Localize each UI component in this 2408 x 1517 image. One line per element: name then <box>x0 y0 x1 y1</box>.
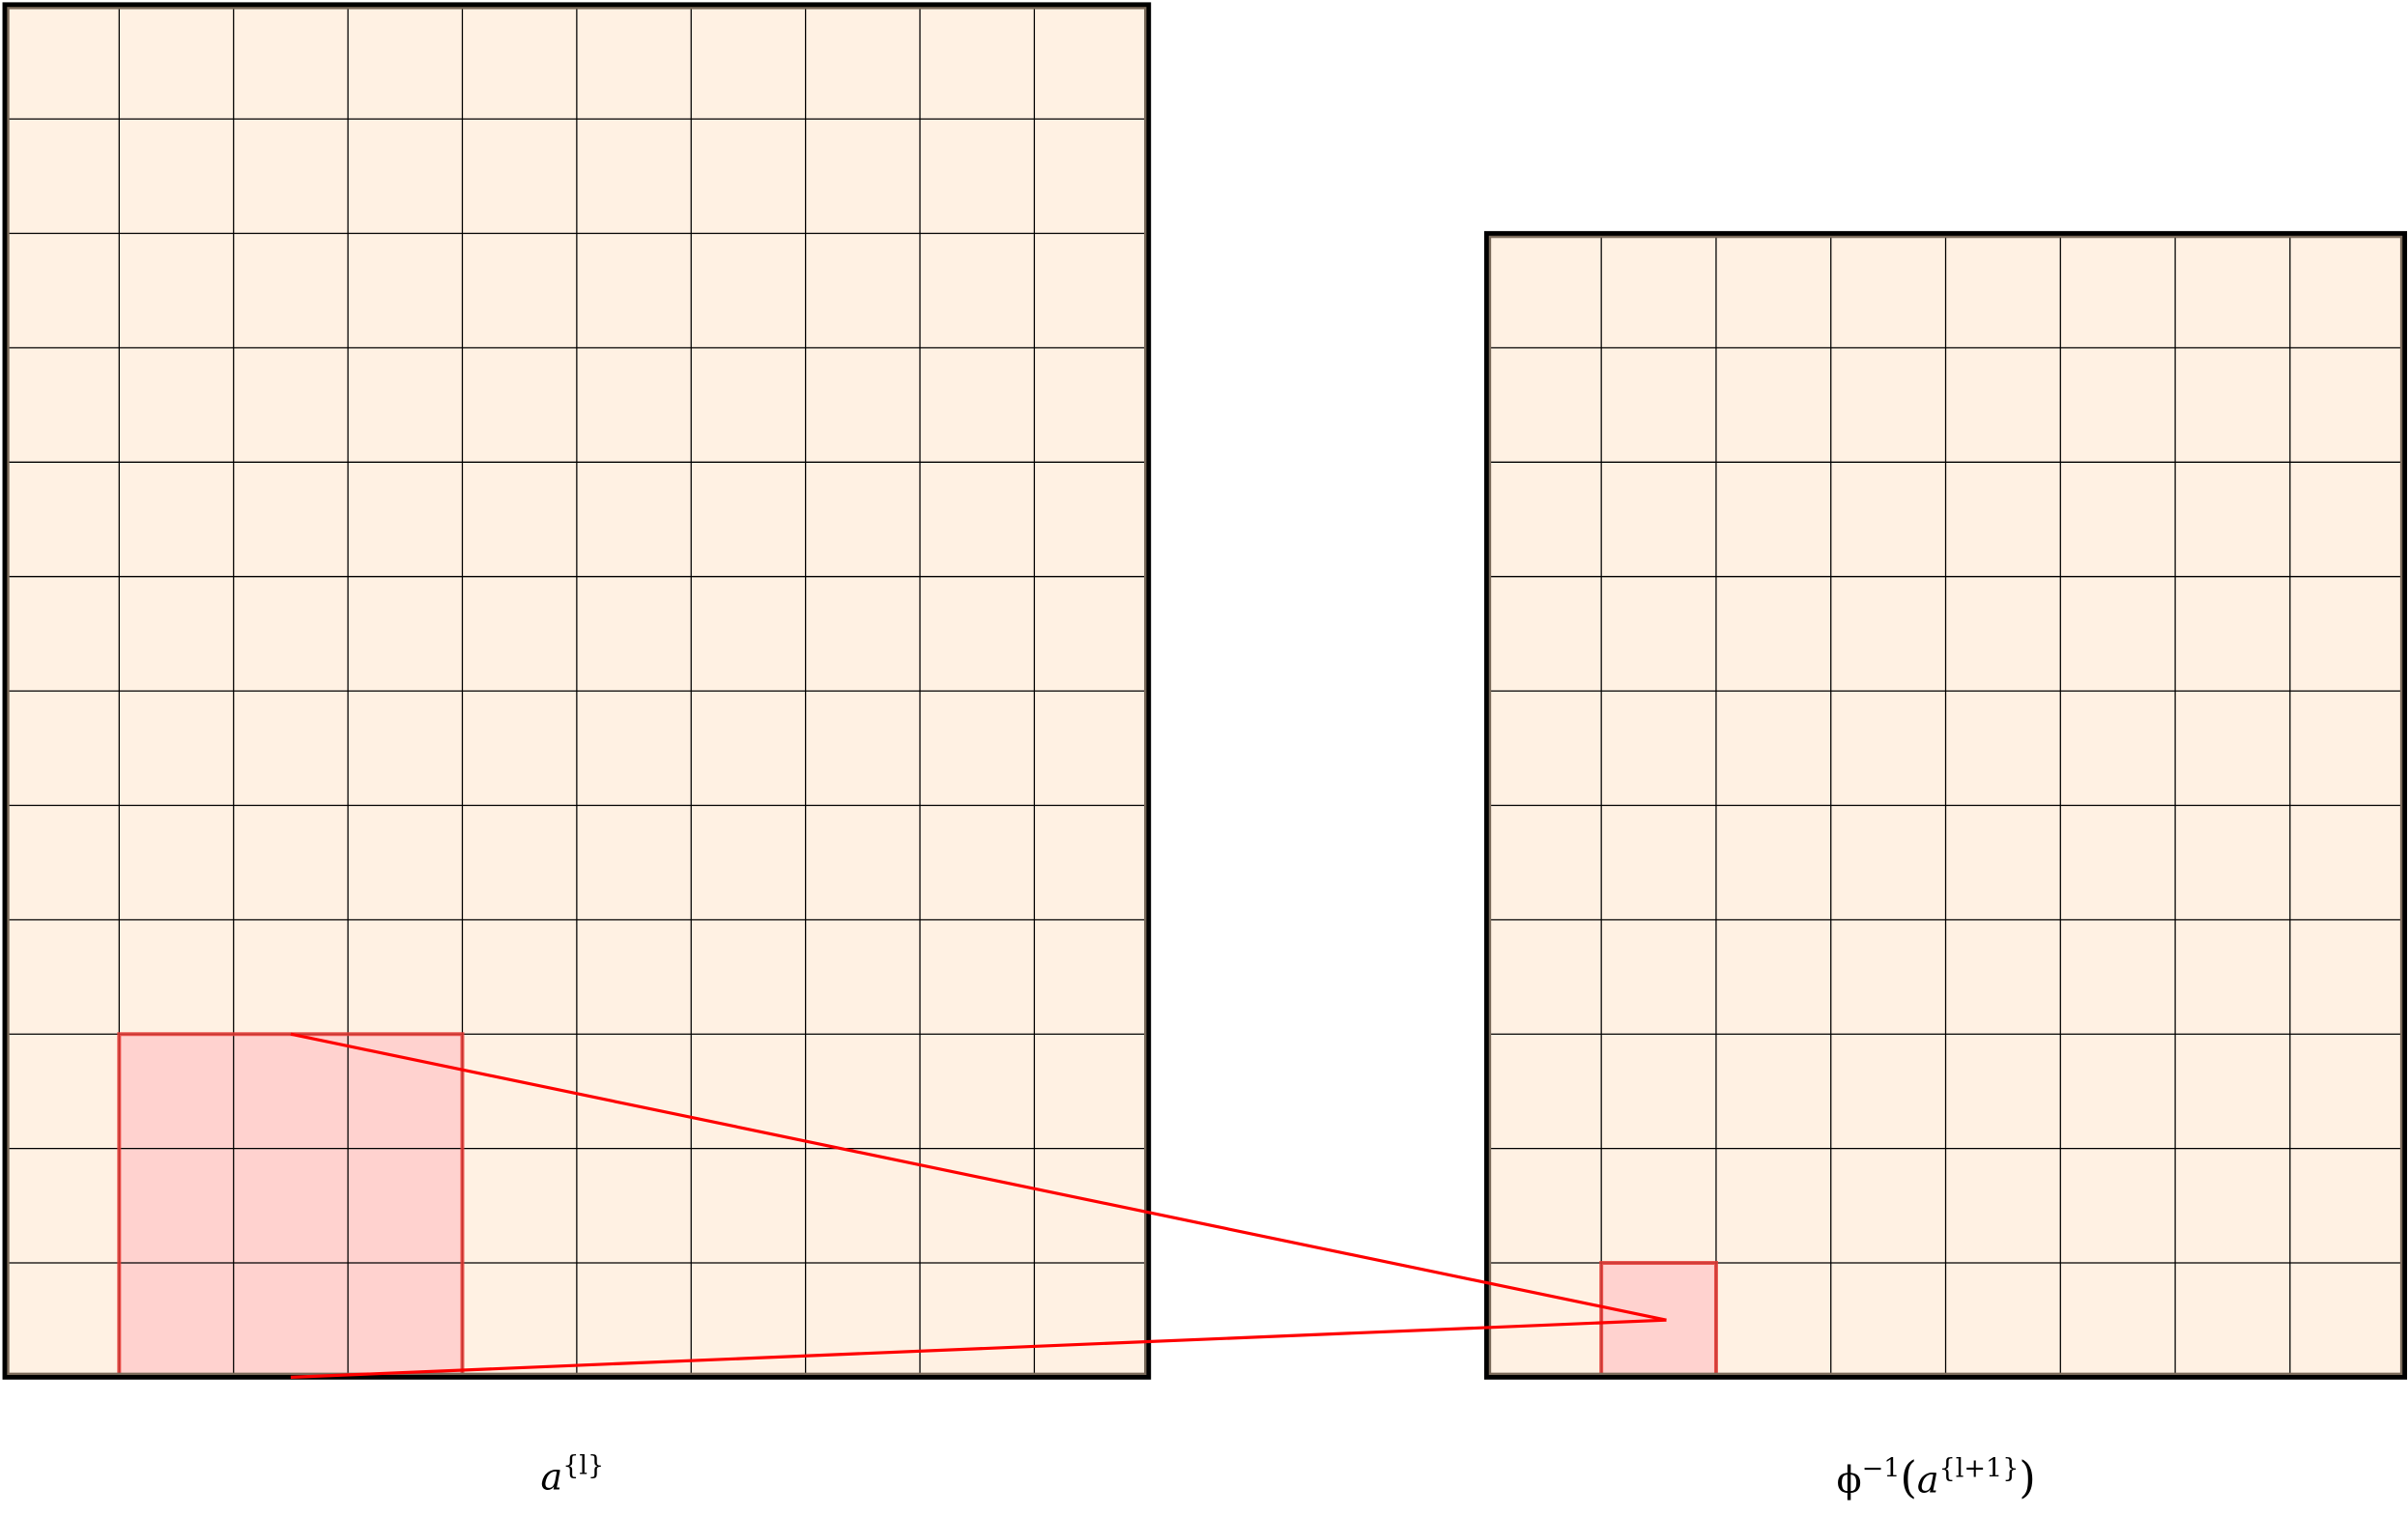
frame-inner <box>6 6 1148 1376</box>
right-label: ϕ−1(a{l+1}) <box>1837 1454 2036 1503</box>
left-label: a{l} <box>541 1451 605 1499</box>
connector-line-bottom <box>290 1318 1667 1379</box>
connector-line-top <box>290 1032 1667 1322</box>
highlight-region <box>119 1034 463 1378</box>
frame <box>2 2 1152 1380</box>
right-feature-map <box>1484 231 2408 1380</box>
connector-lines <box>290 1032 1667 1379</box>
frame <box>1484 231 2408 1380</box>
left-feature-map <box>2 2 1152 1380</box>
frame-inner <box>1487 235 2404 1376</box>
